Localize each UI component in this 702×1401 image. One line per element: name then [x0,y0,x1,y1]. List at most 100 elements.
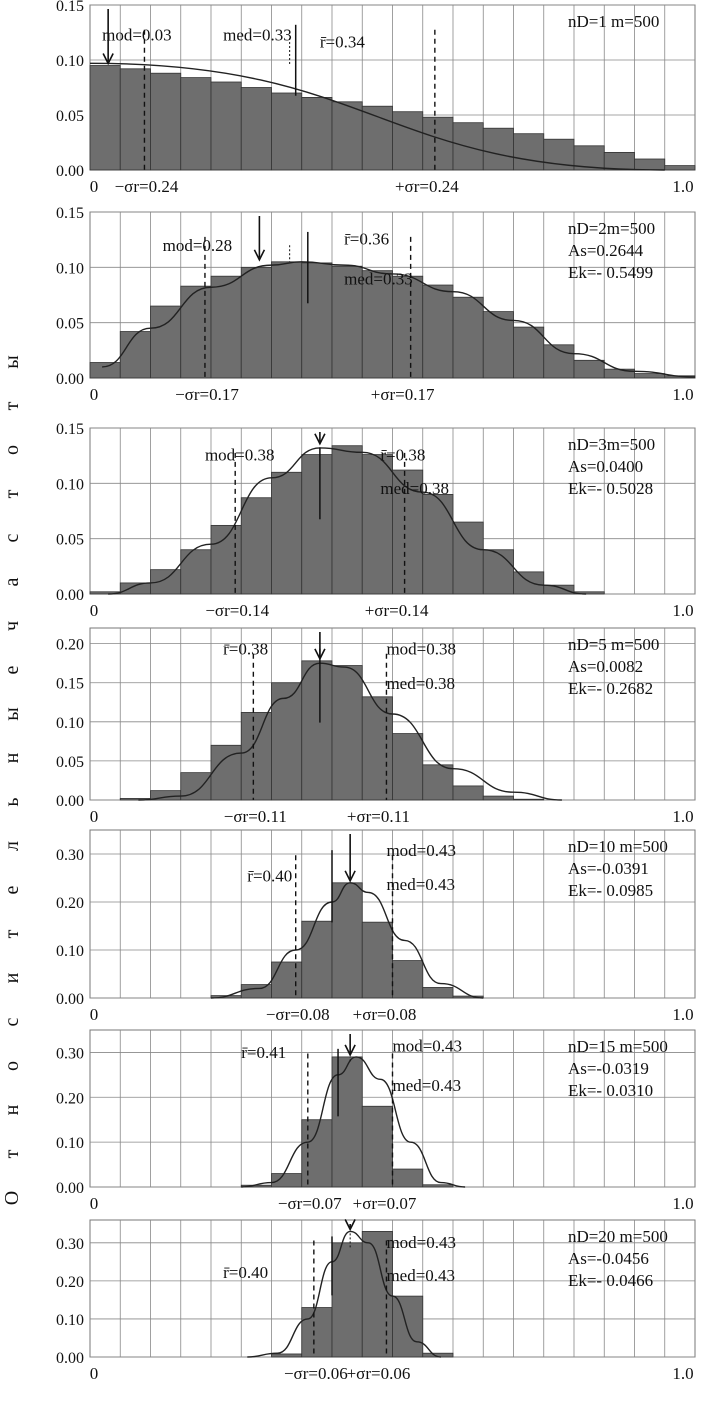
y-tick-label: 0.30 [56,1045,84,1062]
histogram-bar [331,445,363,595]
histogram-bar [452,785,484,801]
x-tick-label-start: 0 [90,807,99,826]
y-tick-label: 0.20 [56,637,84,654]
median-label: med=0.38 [380,479,449,498]
y-tick-label: 0.05 [56,532,84,549]
x-tick-label-start: 0 [90,1364,99,1383]
asymmetry-label: As=0.0400 [568,457,643,476]
histogram-bar [361,696,393,801]
x-tick-label-start: 0 [90,1194,99,1213]
sigma-plus-label: +σr=0.06 [347,1364,411,1383]
histogram-bar [422,764,454,801]
histogram-bar [482,549,514,595]
histogram-bar [180,285,212,379]
mode-arrow-head [314,433,326,446]
y-tick-label: 0.00 [56,587,84,604]
histogram-bar [422,493,454,595]
mean-label: r̄=0.40 [223,1263,268,1282]
fitted-density-curve [138,662,562,801]
histogram-bar [482,127,514,171]
mode-label: mod=0.28 [163,236,233,255]
mean-label: r̄=0.41 [241,1043,286,1062]
histogram-bar [240,712,272,801]
mean-label: r̄=0.38 [380,446,425,465]
y-tick-label: 0.20 [56,895,84,912]
x-tick-label-end: 1.0 [672,1364,693,1383]
histogram-bar [89,65,121,171]
sample-size-label: nD=1 m=500 [568,12,659,31]
mode-arrow-head [344,1219,356,1232]
x-tick-label-end: 1.0 [672,601,693,620]
mean-label: r̄=0.38 [223,640,268,659]
x-tick-label-start: 0 [90,177,99,196]
histogram-bar [573,359,605,379]
y-tick-label: 0.00 [56,793,84,810]
histogram-bar [180,549,212,595]
mode-label: mod=0.38 [386,640,456,659]
sigma-minus-label: −σr=0.06 [284,1364,348,1383]
histogram-bar [119,68,151,171]
fitted-density-curve [241,1056,466,1188]
histogram-bar [331,882,363,999]
y-tick-label: 0.00 [56,1180,84,1197]
mode-label: mod=0.38 [205,446,275,465]
median-label: med=0.33 [223,26,292,45]
excess-label: Ek=- 0.5028 [568,479,653,498]
histogram-bar [392,469,424,595]
histogram-bar [119,331,151,379]
sigma-plus-label: +σr=0.07 [353,1194,417,1213]
histogram-bar [150,305,182,379]
sample-size-label: nD=3m=500 [568,435,655,454]
histogram-bar [331,1242,363,1358]
histogram-bar [301,1307,333,1358]
sample-size-label: nD=15 m=500 [568,1037,668,1056]
histogram-bar [482,311,514,379]
histogram-panel: 0.15 0.10 0.05 0.00 0 1.0 −σr=0.24 +σr=0.24 mod=… [56,0,696,196]
mean-label: r̄=0.36 [344,230,389,249]
sigma-minus-label: −σr=0.24 [115,177,179,196]
y-tick-label: 0.15 [56,205,84,222]
sigma-minus-label: −σr=0.11 [224,807,287,826]
histogram-bar [422,284,454,379]
histogram-bar [271,92,303,171]
y-tick-label: 0.00 [56,991,84,1008]
histogram-bar [271,1353,303,1358]
fitted-density-curve [89,62,665,171]
histogram-bar [271,682,303,801]
histogram-bar [301,454,333,595]
histogram-bar [331,665,363,801]
y-tick-label: 0.15 [56,421,84,438]
sigma-minus-label: −σr=0.17 [175,385,239,404]
histogram-bar [301,920,333,999]
mode-arrow-head [102,53,114,66]
histogram-bar [240,87,272,171]
histogram-bar [331,101,363,171]
histogram-panel: 0.30 0.20 0.10 0.00 0 1.0 −σr=0.08 +σr=0.08 mod=… [56,829,696,1024]
histogram-bar [301,97,333,171]
x-tick-label-end: 1.0 [672,1005,693,1024]
histogram-bar [634,373,666,379]
histogram-bar [150,72,182,171]
histogram-bar [392,111,424,171]
y-tick-label: 0.10 [56,476,84,493]
excess-label: Ek=- 0.0466 [568,1271,653,1290]
histogram-bar [452,296,484,379]
x-tick-label-start: 0 [90,601,99,620]
sample-size-label: nD=10 m=500 [568,837,668,856]
histogram-bar [210,744,242,801]
histogram-bar [361,921,393,999]
y-tick-label: 0.05 [56,754,84,771]
sample-size-label: nD=20 m=500 [568,1227,668,1246]
histogram-bar [361,270,393,379]
x-tick-label-start: 0 [90,385,99,404]
mean-label: r̄=0.34 [320,32,365,51]
histogram-bar [422,116,454,171]
histogram-bar [210,524,242,595]
asymmetry-label: As=0.2644 [568,241,644,260]
histogram-bar [664,165,696,171]
histogram-bar [361,1105,393,1188]
y-tick-label: 0.30 [56,847,84,864]
histogram-bar [482,795,514,801]
y-tick-label: 0.05 [56,316,84,333]
